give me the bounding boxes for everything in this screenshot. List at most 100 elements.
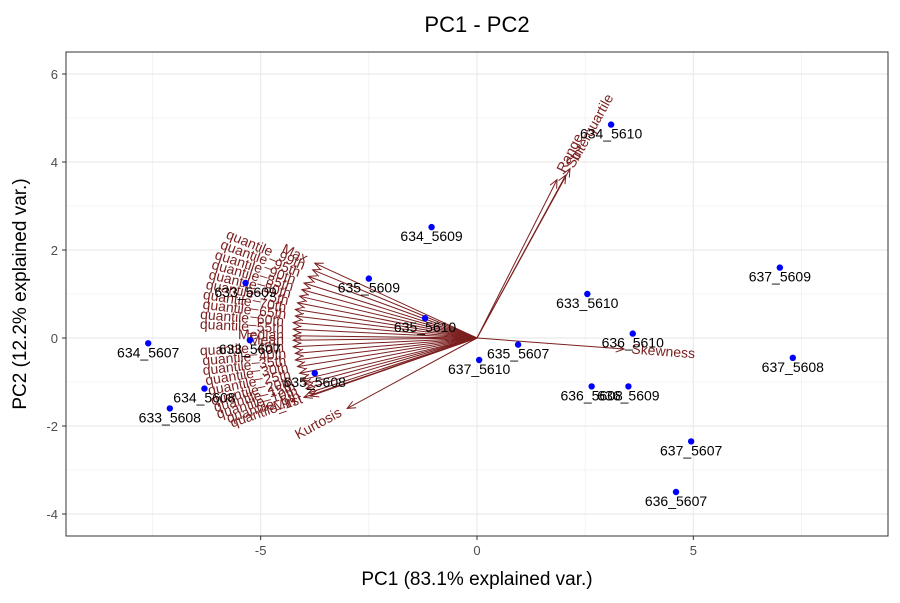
y-tick-label: -4 [46, 507, 58, 522]
loading-arrowhead [291, 335, 302, 345]
sample-point [242, 279, 249, 287]
loading-arrow [297, 302, 478, 339]
sample-labels: 634_5610 634_5609 637_5609 633_5610 635_5609… [117, 126, 824, 509]
sample-point [687, 438, 695, 445]
sample-label: 636_5607 [645, 493, 708, 509]
y-tick-label: 0 [51, 331, 58, 346]
loading-arrow [295, 315, 478, 339]
loading-arrow [295, 337, 478, 354]
sample-label: 637_5609 [749, 269, 812, 285]
sample-point [201, 385, 208, 392]
loading-arrow [303, 337, 478, 385]
loading-arrowhead [302, 281, 313, 290]
sample-label: 637_5607 [660, 442, 723, 458]
sample-label: 634_5610 [580, 126, 643, 142]
loading-arrow [297, 337, 478, 368]
sample-point [365, 275, 373, 282]
sample-label: 635_5610 [394, 319, 457, 335]
loading-arrowhead [294, 312, 305, 322]
loading-arrow [310, 337, 478, 397]
loading-arrow [314, 262, 478, 339]
sample-point [166, 405, 174, 412]
loading-label: Sd [562, 148, 584, 171]
loading-arrow [312, 269, 478, 339]
sample-label: 636_5608 [560, 387, 623, 403]
loading-label: quantile_55th [200, 316, 285, 336]
sample-point [629, 330, 636, 337]
loading-arrowhead [309, 389, 320, 398]
y-tick-label: 4 [51, 155, 58, 170]
chart-title: PC1 - PC2 [424, 12, 529, 37]
sample-point [584, 290, 591, 298]
loading-arrowhead [562, 167, 571, 178]
sample-label: 634_5609 [400, 228, 463, 244]
loading-arrow [301, 337, 478, 381]
loading-arrowhead [291, 325, 302, 334]
loading-arrow [303, 282, 478, 339]
loading-arrowhead [549, 178, 558, 189]
loading-arrowhead [291, 342, 302, 351]
sample-label: 636_5610 [602, 335, 665, 351]
sample-point [475, 356, 483, 364]
grid-lines [66, 52, 888, 536]
sample-point [607, 121, 615, 128]
sample-label: 637_5608 [762, 359, 825, 375]
sample-label: 634_5608 [173, 390, 236, 406]
loading-arrowhead [298, 294, 309, 303]
loading-arrowhead [294, 348, 304, 357]
sample-label: 637_5610 [448, 361, 511, 377]
sample-label: 633_5608 [139, 409, 202, 425]
loading-arrow [295, 308, 478, 339]
loading-label: quantile_40th [202, 345, 287, 368]
loading-arrowhead [291, 331, 302, 341]
sample-label: 635_5607 [487, 346, 550, 362]
loading-label: Mean [249, 331, 284, 347]
sample-point [672, 488, 680, 496]
sample-point [625, 383, 632, 390]
loading-arrowhead [558, 174, 567, 185]
loading-arrowhead [294, 354, 305, 364]
loading-arrowhead [307, 275, 318, 284]
sample-point [776, 264, 784, 271]
sample-label: 633_5610 [556, 295, 619, 311]
x-axis-title: PC1 (83.1% explained var.) [361, 569, 592, 590]
sample-point [246, 337, 254, 344]
axis-ticks: -5 0 5 -4 -2 0 2 4 6 [46, 67, 696, 558]
x-tick-label: 0 [473, 543, 480, 558]
loading-arrow [301, 289, 478, 339]
loading-arrowhead [296, 361, 307, 370]
loading-arrow [293, 337, 478, 348]
loading-arrowhead [615, 344, 626, 353]
loading-arrowhead [296, 300, 307, 309]
loading-arrow [293, 337, 478, 341]
sample-label: 634_5607 [117, 344, 180, 360]
x-tick-label: 5 [690, 543, 697, 558]
loading-arrowhead [311, 269, 322, 277]
loading-arrowhead [298, 367, 309, 376]
loading-arrow [305, 337, 478, 390]
loading-label: Skewness [631, 341, 696, 362]
loading-arrow [476, 174, 567, 339]
loading-arrowhead [291, 319, 302, 328]
loading-arrowhead [346, 400, 357, 409]
loading-arrowhead [294, 306, 305, 315]
sample-point [514, 341, 522, 348]
loading-labels: RangeInterquartileSdSkewnessKurtosisMinM… [200, 91, 696, 442]
sample-points [145, 121, 797, 496]
loading-arrows [291, 167, 626, 409]
loading-arrowhead [307, 386, 318, 395]
loading-arrow [295, 337, 478, 361]
sample-point [588, 383, 595, 390]
loading-arrowhead [300, 287, 311, 296]
sample-point [789, 354, 797, 361]
loading-label: quantile_45th [200, 338, 285, 358]
sample-label: 635_5609 [338, 280, 401, 296]
loading-arrow [346, 337, 478, 409]
loading-arrowhead [313, 262, 324, 271]
y-tick-label: -2 [46, 419, 58, 434]
sample-point [311, 370, 318, 377]
loading-label: quantile_60th [200, 306, 285, 329]
